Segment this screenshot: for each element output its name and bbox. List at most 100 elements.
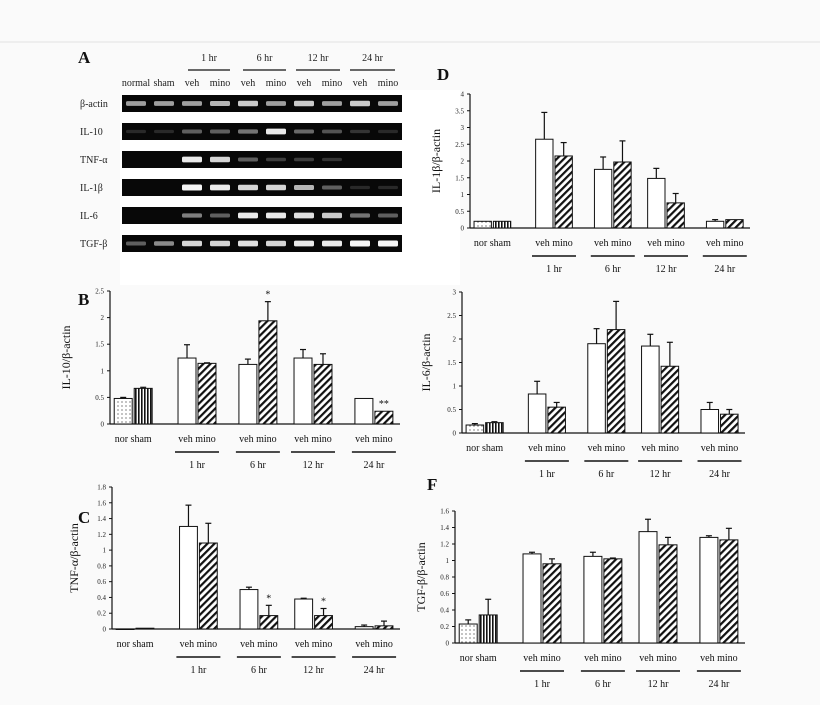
bar-24-hr-veh: [705, 220, 725, 229]
gel-band: [182, 156, 202, 163]
bar-1-hr-veh: [535, 138, 554, 229]
bar-1-hr-mino: [554, 155, 573, 229]
gel-row-label: IL-6: [80, 211, 98, 222]
x-pair-label: veh mino: [294, 434, 332, 445]
y-tick-label: 0.5: [455, 208, 464, 216]
y-tick-label: 1.6: [440, 508, 449, 516]
gel-band: [182, 213, 202, 218]
bar-sham: [478, 614, 498, 644]
gel-band: [266, 240, 286, 247]
gel-band: [238, 184, 258, 191]
panel-label: D: [437, 65, 449, 84]
significance-marker: *: [265, 290, 270, 301]
bar-6-hr-veh: [238, 363, 258, 425]
x-pair-label: veh mino: [180, 639, 218, 650]
y-tick-label: 0: [103, 626, 107, 634]
bar-charts: B00.511.522.5IL-10/β-actin***nor sham veh…: [59, 65, 750, 690]
y-tick-label: 2: [461, 158, 465, 166]
x-time-label: 12 hr: [648, 679, 670, 690]
bar-nor: [113, 397, 133, 425]
gel-band: [182, 101, 202, 106]
gel-band: [322, 157, 342, 162]
gel-row-label: TNF-α: [80, 155, 108, 166]
x-pair-label: veh mino: [639, 653, 677, 664]
chart-tnf-α: C 0 0.2 0.4 0.6 0.8 1 1.2 1.4 1.6 1.8 TNF-α/β-actin…: [67, 484, 400, 676]
chart-il-6: 0 0.5 1 1.5 2 2.5 3 IL-6/β-actin nor sham veh min…: [419, 289, 745, 480]
gel-row-label: IL-1β: [80, 183, 103, 194]
y-tick-label: 0.5: [95, 394, 104, 402]
y-tick-label: 2: [101, 314, 105, 322]
chart-il-1β: D 0 0.5 1 1.5 2 2.5 3 3.5 4 IL-1β/β-actin nor sham v…: [429, 65, 750, 275]
bar-6-hr-veh: [239, 589, 259, 630]
bar-6-hr-mino: [258, 320, 278, 425]
gel-band: [350, 129, 370, 134]
gel-band: [294, 157, 314, 162]
gel-time-label: 12 hr: [308, 53, 330, 64]
x-pair-label: veh mino: [535, 238, 573, 249]
bar-12-hr-mino: [314, 615, 333, 630]
bar-nor: [473, 220, 492, 229]
bar-6-hr-veh: [587, 343, 606, 434]
y-axis-label: IL-10/β-actin: [59, 325, 73, 389]
gel-band: [350, 240, 370, 247]
bar-12-hr-veh: [293, 357, 313, 425]
gel-band: [210, 156, 230, 163]
y-tick-label: 1: [446, 557, 450, 565]
gel-lane-label: normal: [122, 78, 151, 89]
bar-24-hr-veh: [354, 626, 374, 630]
x-time-label: 24 hr: [709, 469, 731, 480]
y-tick-label: 1: [101, 367, 105, 375]
gel-band: [238, 157, 258, 162]
gel-strip: [122, 151, 402, 168]
gel-band: [350, 213, 370, 218]
panel-label: F: [427, 475, 437, 494]
bar-nor: [465, 424, 485, 434]
bar-24-hr-veh: [700, 409, 720, 434]
gel-band: [154, 129, 174, 134]
x-time-label: 1 hr: [539, 469, 556, 480]
bar-6-hr-mino: [603, 558, 623, 644]
gel-band: [266, 212, 286, 219]
gel-band: [126, 129, 146, 134]
y-tick-label: 1.4: [97, 515, 106, 523]
x-pair-label: veh mino: [701, 443, 739, 454]
y-tick-label: 0: [461, 225, 465, 233]
x-pair-label: nor sham: [115, 434, 152, 445]
bar-sham: [492, 220, 512, 229]
gel-band: [294, 129, 314, 134]
gel-band: [154, 241, 174, 246]
panel-label: C: [78, 508, 90, 527]
significance-marker: **: [379, 399, 389, 410]
bar-1-hr-veh: [522, 553, 542, 644]
x-pair-label: veh mino: [355, 639, 393, 650]
gel-time-label: 24 hr: [362, 53, 384, 64]
x-time-label: 6 hr: [251, 665, 268, 676]
gel-band: [210, 213, 230, 218]
bar-1-hr-mino: [197, 362, 217, 425]
bar-12-hr-veh: [641, 345, 660, 434]
bar-sham: [133, 387, 153, 425]
y-tick-label: 1.8: [97, 484, 106, 492]
y-tick-label: 3: [461, 124, 465, 132]
y-tick-label: 4: [461, 91, 465, 99]
x-pair-label: veh mino: [355, 434, 393, 445]
y-tick-label: 3: [453, 289, 457, 297]
x-time-label: 6 hr: [250, 460, 267, 471]
x-pair-label: veh mino: [584, 653, 622, 664]
y-tick-label: 0.4: [97, 594, 106, 602]
x-pair-label: veh mino: [706, 238, 744, 249]
bar-1-hr-mino: [198, 542, 218, 630]
y-tick-label: 3.5: [455, 107, 464, 115]
bar-24-hr-mino: [725, 219, 744, 229]
y-tick-label: 1.2: [440, 541, 449, 549]
gel-band: [266, 128, 286, 135]
gel-lane-label: veh: [185, 78, 199, 89]
x-time-label: 24 hr: [363, 460, 385, 471]
y-tick-label: 1: [103, 547, 107, 555]
gel-lane-label: veh: [353, 78, 367, 89]
gel-band: [182, 240, 202, 247]
gel-band: [378, 185, 398, 190]
x-pair-label: veh mino: [523, 653, 561, 664]
y-tick-label: 0: [453, 430, 457, 438]
